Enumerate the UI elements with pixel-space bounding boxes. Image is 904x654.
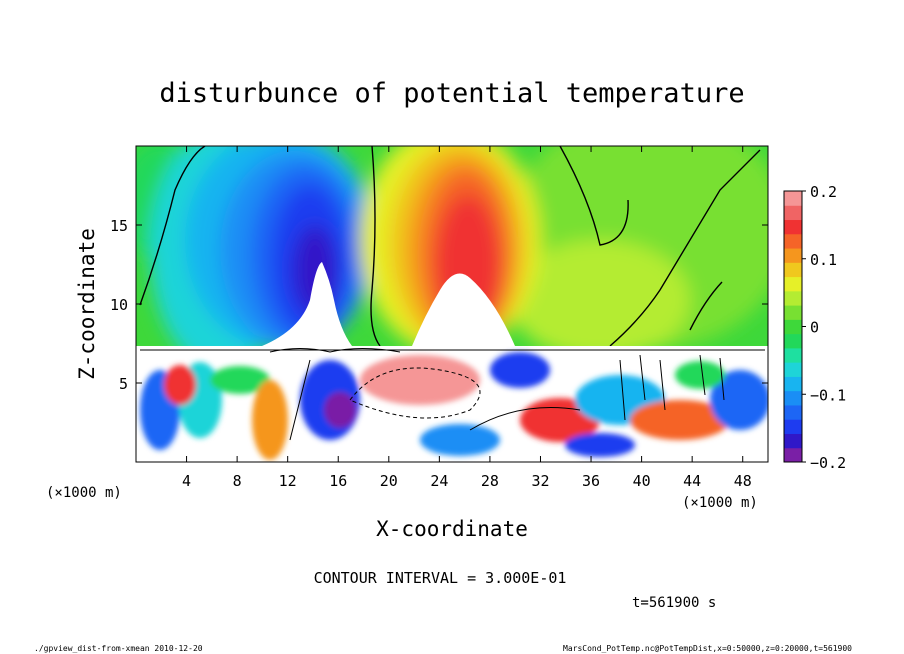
x-tick-label: 36 xyxy=(582,472,600,490)
x-tick-label: 20 xyxy=(380,472,398,490)
colorbar-segment xyxy=(784,290,802,306)
time-text: t=561900 s xyxy=(632,595,716,611)
chart-title: disturbunce of potential temperature xyxy=(159,78,744,109)
contour-interval-text: CONTOUR INTERVAL = 3.000E-01 xyxy=(314,569,567,587)
x-tick-label: 48 xyxy=(734,472,752,490)
x-axis-label: X-coordinate xyxy=(376,517,528,541)
contour-lines-lower xyxy=(140,348,765,441)
x-tick-label: 32 xyxy=(531,472,549,490)
colorbar-segment xyxy=(784,305,802,320)
x-tick-label: 12 xyxy=(279,472,297,490)
negative-plume-core xyxy=(262,262,352,346)
colorbar-segment xyxy=(784,362,802,377)
positive-plume-core xyxy=(412,273,515,346)
colorbar-tick-label: 0.1 xyxy=(810,251,837,269)
colorbar-segment xyxy=(784,233,802,249)
footer-right: MarsCond_PotTemp.nc@PotTempDist,x=0:5000… xyxy=(563,644,852,653)
colorbar-ticks: 0.2 0.1 0 −0.1 −0.2 xyxy=(802,183,846,472)
x-tick-label: 8 xyxy=(233,472,242,490)
lower-field xyxy=(140,352,768,460)
colorbar-segment xyxy=(784,447,802,463)
colorbar-segment xyxy=(784,404,802,420)
colorbar-segment xyxy=(784,390,802,406)
colorbar-segment xyxy=(784,262,802,278)
x-axis: 4 8 12 16 20 24 28 32 36 40 44 48 xyxy=(182,146,752,490)
colorbar-segment xyxy=(784,276,802,292)
y-tick-label: 15 xyxy=(110,217,128,235)
x-unit-left: (×1000 m) xyxy=(46,485,122,501)
colorbar xyxy=(784,191,802,463)
x-tick-label: 24 xyxy=(430,472,448,490)
colorbar-segment xyxy=(784,433,802,449)
x-tick-label: 28 xyxy=(481,472,499,490)
colorbar-segment xyxy=(784,219,802,235)
colorbar-tick-label: −0.2 xyxy=(810,454,846,472)
colorbar-segment xyxy=(784,347,802,363)
x-unit-right: (×1000 m) xyxy=(682,495,758,511)
colorbar-segment xyxy=(784,319,802,335)
y-axis: 5 10 15 xyxy=(110,217,768,393)
x-tick-label: 40 xyxy=(633,472,651,490)
colorbar-segment xyxy=(784,419,802,434)
colorbar-segment xyxy=(784,333,802,349)
colorbar-tick-label: −0.1 xyxy=(810,386,846,404)
y-axis-label: Z-coordinate xyxy=(75,228,99,380)
contour-lines-upper xyxy=(139,146,761,347)
colorbar-segment xyxy=(784,191,802,206)
y-tick-label: 5 xyxy=(119,375,128,393)
colorbar-segment xyxy=(784,205,802,221)
x-tick-label: 44 xyxy=(683,472,701,490)
colorbar-tick-label: 0.2 xyxy=(810,183,837,201)
plot-area xyxy=(136,146,768,462)
y-tick-label: 10 xyxy=(110,296,128,314)
colorbar-tick-label: 0 xyxy=(810,319,819,337)
footer-left: ./gpview_dist-from-xmean 2010-12-20 xyxy=(34,644,203,653)
colorbar-segment xyxy=(784,376,802,392)
colorbar-segment xyxy=(784,248,802,263)
x-tick-label: 4 xyxy=(182,472,191,490)
x-tick-label: 16 xyxy=(329,472,347,490)
